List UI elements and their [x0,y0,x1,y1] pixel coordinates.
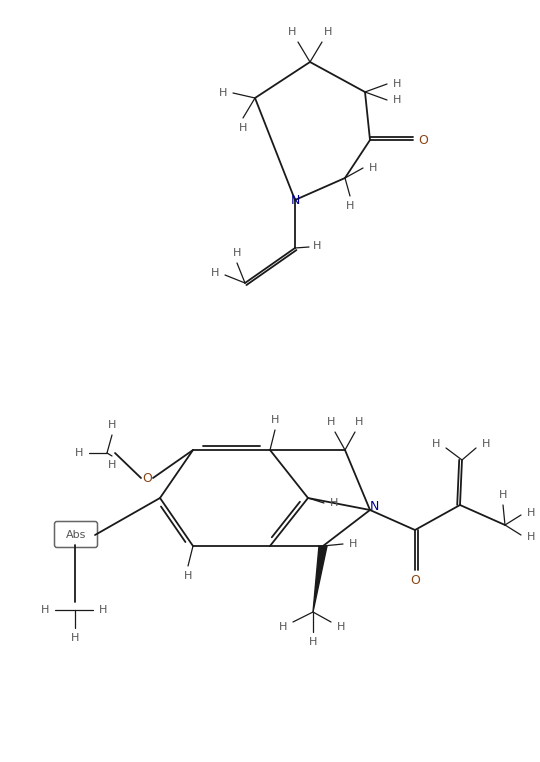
Text: H: H [288,27,296,37]
Text: H: H [327,417,335,427]
Text: H: H [41,605,49,615]
Text: N: N [291,194,300,207]
Text: H: H [271,415,279,425]
Text: H: H [527,508,535,518]
Text: H: H [349,539,357,549]
Text: H: H [239,123,247,133]
Text: H: H [482,439,490,449]
Text: H: H [219,88,227,98]
Text: H: H [108,460,116,470]
Text: Abs: Abs [66,530,86,540]
Text: H: H [527,532,535,542]
Text: H: H [233,248,241,258]
Text: H: H [279,622,287,632]
Text: O: O [142,472,152,485]
Text: O: O [410,574,420,587]
Text: H: H [337,622,345,632]
Text: H: H [369,163,377,173]
Text: H: H [99,605,107,615]
Text: N: N [369,500,379,513]
Text: H: H [313,241,321,251]
Text: H: H [108,420,116,430]
Text: H: H [393,95,401,105]
FancyBboxPatch shape [55,521,98,548]
Polygon shape [313,546,327,612]
Text: H: H [75,448,83,458]
Text: H: H [393,79,401,89]
Text: H: H [432,439,440,449]
Text: H: H [211,268,219,278]
Text: H: H [355,417,363,427]
Text: H: H [309,637,317,647]
Text: O: O [418,133,428,146]
Text: H: H [346,201,354,211]
Text: H: H [330,498,338,508]
Text: H: H [71,633,79,643]
Text: H: H [184,571,192,581]
Text: H: H [324,27,332,37]
Text: H: H [499,490,507,500]
